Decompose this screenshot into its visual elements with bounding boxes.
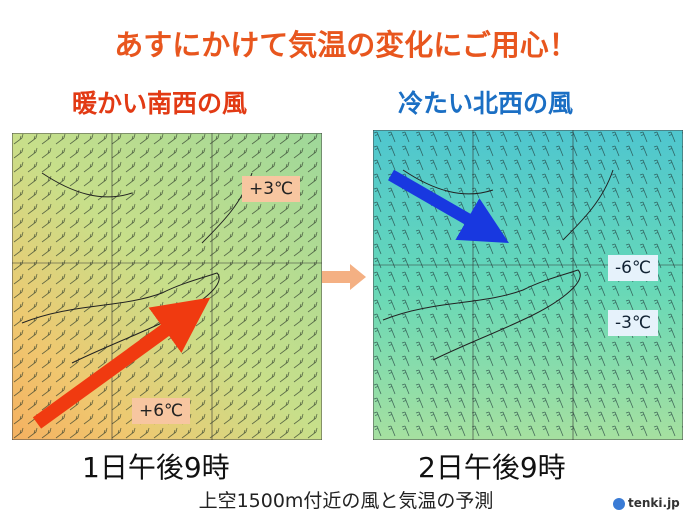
temperature-label: +6℃	[132, 398, 191, 424]
temperature-label: +3℃	[242, 176, 301, 202]
title: あすにかけて気温の変化にご用心！	[114, 28, 578, 62]
temperature-label: -3℃	[608, 310, 659, 336]
temperature-label: -6℃	[608, 255, 659, 281]
transition-arrow	[322, 264, 366, 290]
footer: 上空1500m付近の風と気温の予測	[198, 490, 494, 512]
logo: tenki.jp	[628, 496, 680, 510]
right-heading: 冷たい北西の風	[398, 89, 574, 118]
right-caption: 2日午後9時	[418, 451, 566, 484]
left-heading: 暖かい南西の風	[72, 89, 248, 118]
right-map	[373, 130, 683, 440]
logo-icon	[613, 498, 625, 510]
left-caption: 1日午後9時	[82, 451, 230, 484]
